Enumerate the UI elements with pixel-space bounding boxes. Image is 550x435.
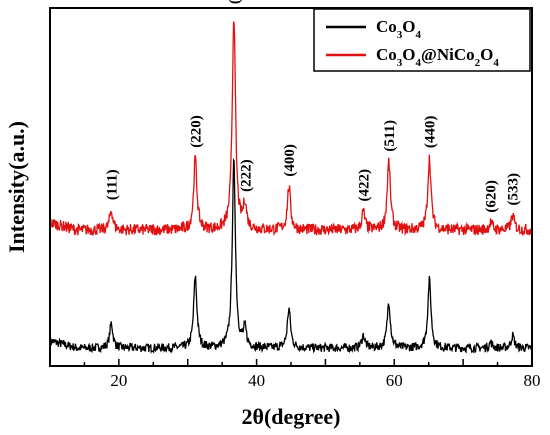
x-tick-label: 40 xyxy=(248,371,265,390)
legend-label-co3o4: Co3O4 xyxy=(376,17,422,41)
legend-label-part: Co xyxy=(376,17,397,36)
legend-label-subscript: 4 xyxy=(416,29,422,41)
series-line-0 xyxy=(49,157,533,355)
series-line-1 xyxy=(49,21,533,237)
peak-label: (111) xyxy=(104,169,120,200)
legend: Co3O4 Co3O4@NiCo2O4 xyxy=(313,8,531,72)
peak-label: (511) xyxy=(382,120,398,152)
legend-label-part: O xyxy=(480,45,493,64)
legend-label-part: Co xyxy=(376,45,397,64)
plot-lines xyxy=(49,21,533,355)
legend-label-subscript: 3 xyxy=(397,29,403,41)
y-axis-title: Intensity(a.u.) xyxy=(4,121,29,253)
legend-label-co3o4-nico2o4: Co3O4@NiCo2O4 xyxy=(376,45,499,69)
peak-label: (440) xyxy=(422,116,438,149)
legend-label-part: O xyxy=(402,45,415,64)
peak-label: (422) xyxy=(356,169,372,202)
peak-label: (620) xyxy=(484,180,500,213)
legend-label-subscript: 2 xyxy=(475,57,481,69)
legend-label-part: O xyxy=(402,17,415,36)
x-tick-label: 20 xyxy=(110,371,127,390)
legend-label-subscript: 4 xyxy=(416,57,422,69)
x-tick-label: 60 xyxy=(386,371,403,390)
peak-label: (400) xyxy=(282,144,298,177)
x-ticks: 20 40 60 80 xyxy=(49,359,541,390)
peak-label: (533) xyxy=(506,173,522,206)
legend-label-subscript: 4 xyxy=(493,57,499,69)
legend-label-subscript: 3 xyxy=(397,57,403,69)
legend-label-part: @NiCo xyxy=(421,45,475,64)
peak-label: (220) xyxy=(188,115,204,148)
peak-label: (311) xyxy=(227,0,243,4)
peak-labels: (111) (220) (311) (222) (400) (422) (511) (440)… xyxy=(104,0,521,213)
peak-label: (222) xyxy=(239,159,255,192)
x-axis-title: 2θ(degree) xyxy=(241,404,340,429)
legend-box xyxy=(313,8,531,72)
x-tick-label: 80 xyxy=(524,371,541,390)
